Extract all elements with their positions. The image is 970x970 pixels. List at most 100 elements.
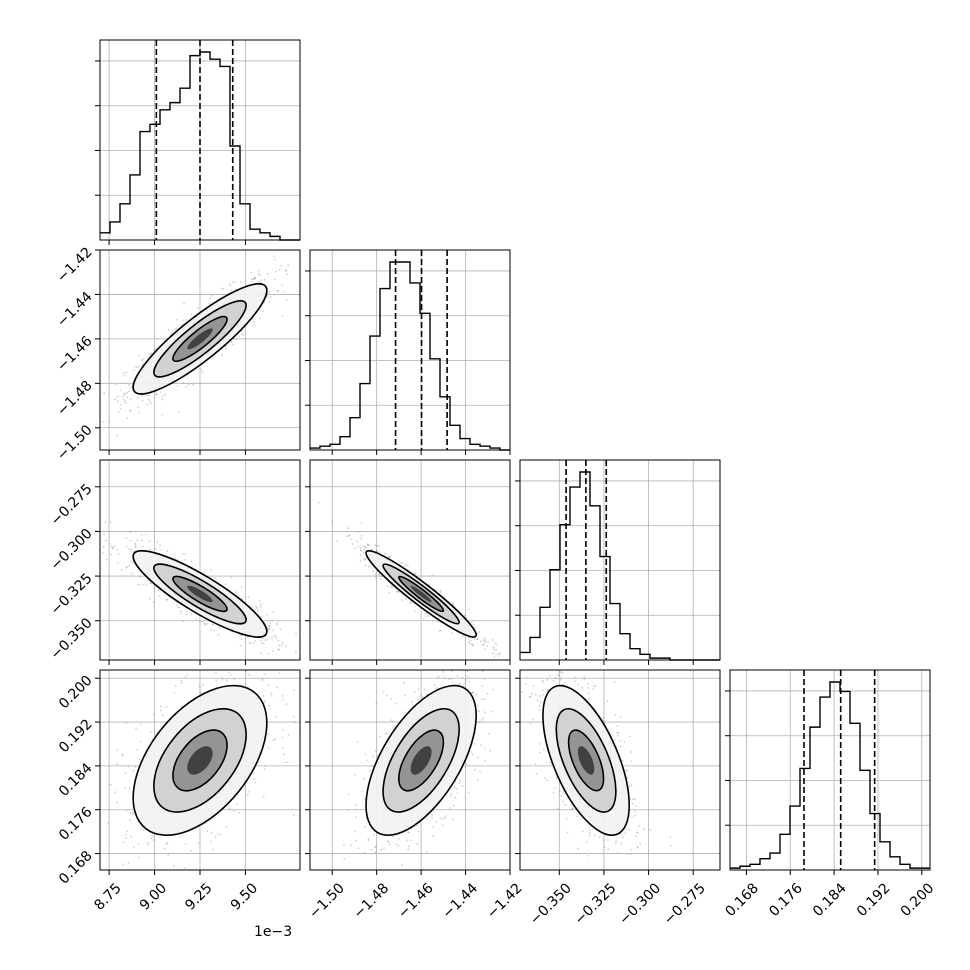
scatter-point — [122, 392, 125, 395]
scatter-point — [159, 548, 162, 551]
panel-scatter-3-1 — [305, 669, 511, 879]
scatter-point — [215, 671, 217, 674]
scatter-point — [174, 685, 177, 687]
scatter-point — [228, 671, 231, 674]
scatter-point — [159, 709, 162, 712]
scatter-point — [225, 666, 227, 668]
scatter-point — [483, 637, 486, 640]
scatter-point — [278, 269, 281, 271]
scatter-point — [221, 353, 224, 356]
scatter-point — [250, 280, 253, 283]
scatter-point — [467, 640, 470, 643]
scatter-point — [183, 867, 186, 870]
scatter-point — [602, 839, 605, 842]
contour-line — [398, 729, 445, 792]
scatter-point — [206, 830, 208, 832]
scatter-point — [287, 264, 290, 267]
scatter-point — [110, 545, 113, 548]
scatter-point — [126, 417, 129, 420]
scatter-point — [483, 640, 486, 642]
scatter-point — [281, 736, 284, 739]
scatter-point — [121, 753, 123, 756]
scatter-point — [240, 597, 243, 600]
scatter-point — [436, 677, 439, 679]
scatter-point — [235, 337, 238, 340]
scatter-point — [174, 328, 177, 331]
scatter-point — [181, 552, 184, 555]
scatter-point — [130, 550, 133, 553]
scatter-point — [184, 385, 187, 388]
scatter-point — [172, 865, 175, 867]
scatter-point — [404, 711, 407, 713]
scatter-point — [138, 758, 141, 761]
scatter-point — [130, 560, 133, 563]
scatter-point — [395, 843, 398, 846]
scatter-point — [394, 702, 397, 705]
scatter-point — [464, 678, 467, 681]
scatter-point — [480, 744, 483, 747]
scatter-point — [583, 676, 586, 679]
scatter-point — [133, 368, 136, 371]
scatter-point — [343, 857, 346, 860]
scatter-point — [131, 562, 134, 565]
scatter-point — [514, 657, 516, 659]
scatter-point — [264, 700, 266, 702]
scatter-point — [132, 769, 135, 772]
scatter-point — [134, 546, 137, 549]
scatter-point — [363, 557, 366, 560]
scatter-point — [263, 673, 266, 676]
scatter-point — [161, 413, 164, 416]
scatter-point — [392, 725, 395, 727]
scatter-point — [222, 287, 225, 290]
scatter-point — [116, 395, 119, 398]
scatter-point — [176, 384, 179, 387]
scatter-point — [286, 761, 289, 764]
scatter-point — [262, 642, 265, 645]
scatter-point — [260, 308, 263, 311]
scatter-point — [211, 831, 213, 834]
scatter-point — [228, 283, 231, 286]
scatter-point — [619, 833, 622, 836]
scatter-point — [482, 644, 485, 647]
scatter-point — [212, 356, 215, 358]
scatter-point — [403, 694, 406, 697]
scatter-point — [184, 553, 186, 555]
scatter-point — [363, 778, 365, 780]
scatter-point — [198, 685, 201, 688]
scatter-point — [416, 824, 419, 827]
scatter-point — [196, 307, 199, 309]
scatter-point — [410, 877, 412, 879]
scatter-point — [125, 371, 128, 374]
panel-scatter-3-2 — [514, 657, 721, 875]
scatter-point — [401, 864, 404, 866]
scatter-point — [147, 398, 150, 401]
scatter-point — [492, 688, 494, 691]
scatter-point — [359, 560, 362, 562]
scatter-point — [124, 833, 127, 836]
scatter-point — [238, 811, 241, 814]
scatter-point — [204, 623, 207, 626]
scatter-point — [387, 556, 390, 558]
scatter-point — [125, 809, 128, 812]
scatter-point — [348, 534, 351, 537]
scatter-point — [351, 543, 354, 545]
scatter-point — [444, 815, 447, 817]
scatter-point — [471, 754, 474, 756]
scatter-point — [124, 393, 127, 395]
scatter-point — [142, 583, 145, 586]
scatter-point — [336, 540, 338, 543]
density-fill — [187, 585, 213, 603]
scatter-point — [197, 842, 200, 845]
scatter-point — [260, 616, 263, 619]
scatter-point — [553, 787, 556, 790]
scatter-point — [261, 677, 264, 680]
scatter-point — [471, 691, 474, 694]
scatter-point — [180, 679, 183, 682]
scatter-point — [357, 847, 360, 850]
scatter-point — [137, 842, 140, 845]
scatter-point — [373, 833, 376, 836]
scatter-point — [453, 785, 456, 787]
contour-line — [172, 315, 228, 362]
scatter-point — [497, 655, 500, 657]
scatter-point — [185, 318, 188, 321]
